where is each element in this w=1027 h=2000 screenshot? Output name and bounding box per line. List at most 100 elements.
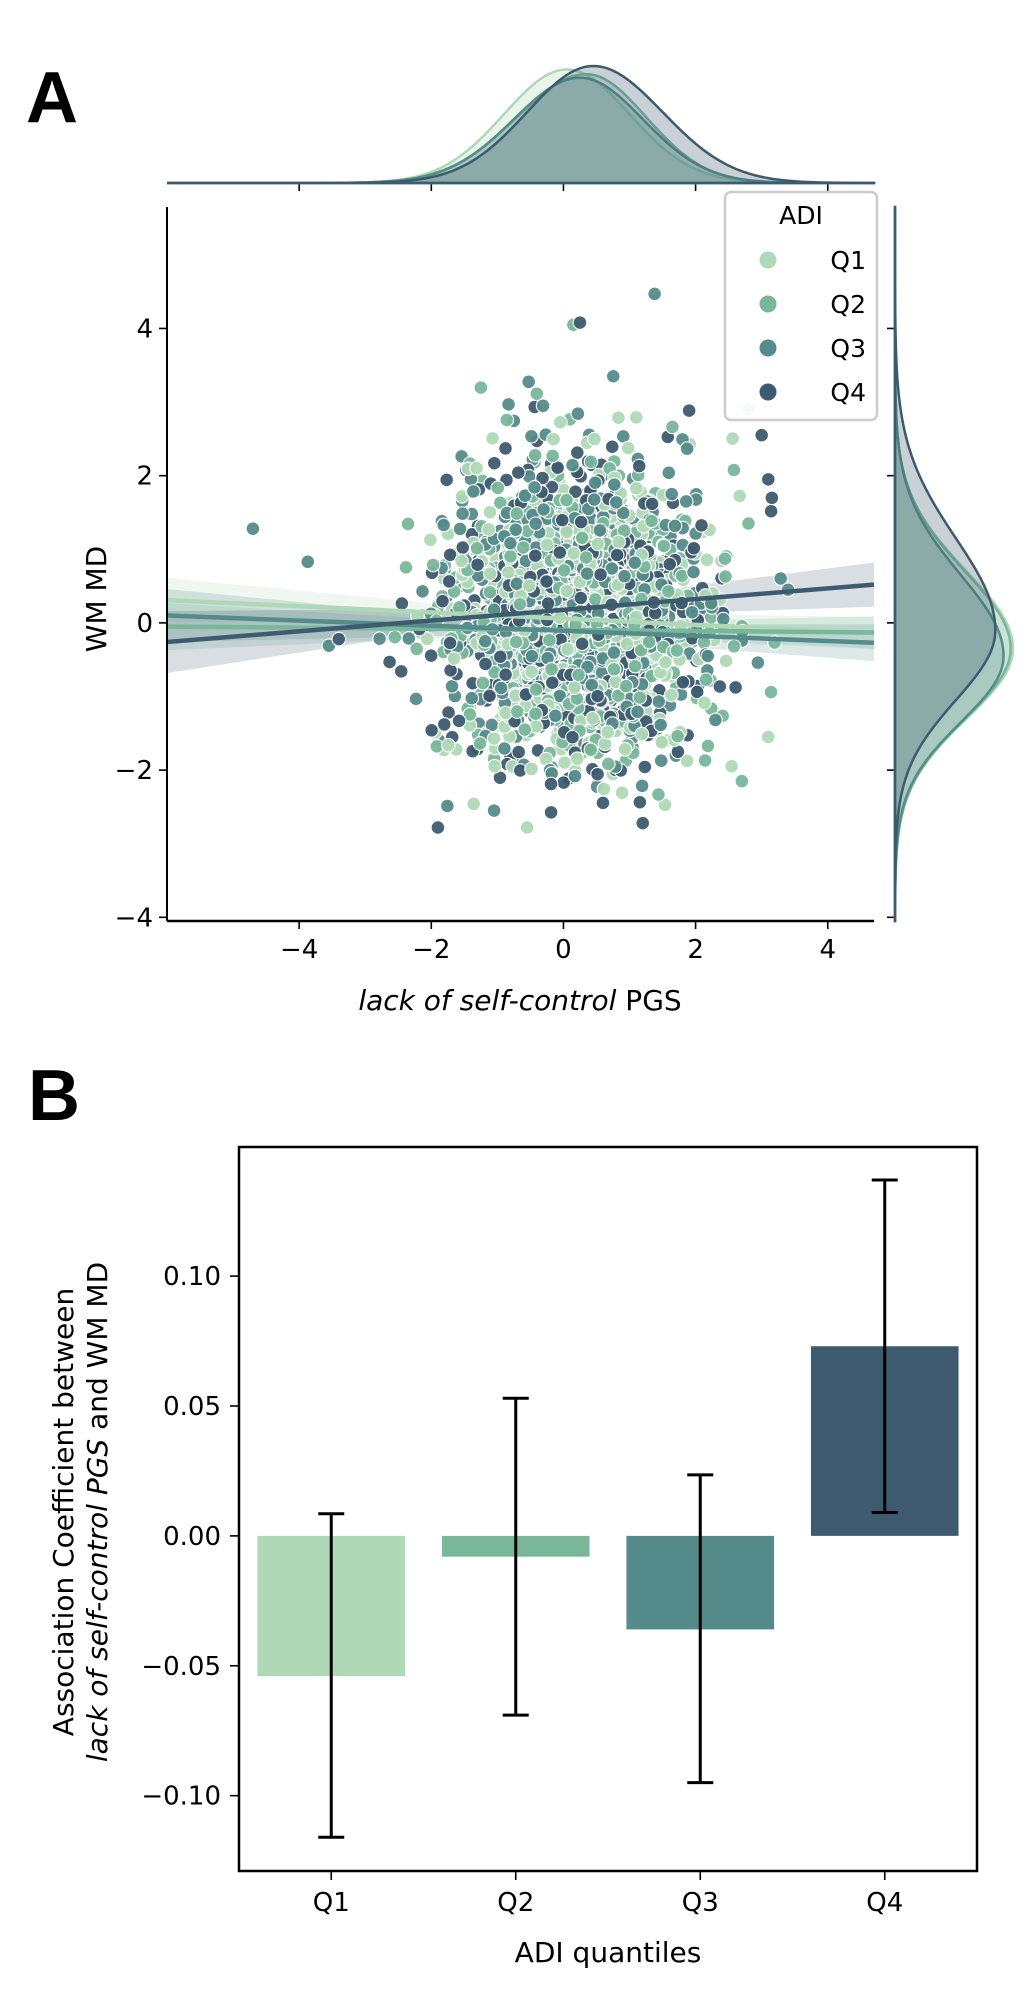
regression-line-q3 [167,613,874,646]
bar-x-axis-label: ADI quantiles [515,1936,702,1969]
scatter-point [539,574,554,589]
bar-x-tick-label: Q2 [497,1888,534,1918]
scatter-point [637,759,653,775]
scatter-point [608,494,624,510]
scatter-point [503,548,518,564]
scatter-point [543,776,559,792]
scatter-point [485,431,500,446]
scatter-point [510,465,526,480]
scatter-point [482,504,498,520]
scatter-point [387,629,403,645]
top-marginal-kde [167,64,876,191]
scatter-point [422,532,438,548]
scatter-point [501,565,516,580]
scatter-point [444,678,460,694]
scatter-point [539,537,555,553]
scatter-point [425,557,441,573]
scatter-point [540,596,556,611]
scatter-point [654,734,670,750]
panel-a-label: A [26,58,78,138]
scatter-point [653,717,669,733]
scatter-point [441,574,457,589]
legend-label-q2: Q2 [830,290,866,319]
scatter-point [423,648,439,663]
y-tick-label: 4 [136,314,153,344]
bar-y-axis-label-rest: and WM MD [81,1262,114,1439]
scatter-point [644,496,660,512]
scatter-point [527,480,542,495]
scatter-point [439,472,455,488]
panel-b-label: B [28,1056,80,1136]
scatter-point [611,688,626,704]
scatter-point [544,661,559,677]
scatter-point [606,477,622,492]
scatter-point [587,431,602,447]
scatter-point [497,741,512,756]
right-marginal-kde [887,205,1015,923]
y-tick-label: 0 [136,609,153,639]
scatter-point [535,398,551,414]
scatter-point [565,457,580,473]
scatter-point [651,787,666,802]
scatter-point [472,736,488,751]
scatter-point [617,568,632,584]
scatter-point [627,658,643,674]
scatter-point [763,503,779,519]
scatter-point [490,480,506,496]
x-axis-label-rest: PGS [616,984,681,1017]
scatter-point [408,691,424,707]
scatter-point [684,604,700,620]
scatter-plot-area [167,286,874,835]
scatter-point [435,593,450,609]
scatter-point [524,428,539,444]
scatter-point-outlier [741,516,756,531]
scatter-point [419,631,435,647]
legend-marker-q2 [759,295,777,313]
scatter-point [469,540,485,556]
scatter-point [493,680,509,696]
scatter-point [409,641,425,657]
scatter-point [498,667,513,683]
x-axis-label-italic: lack of self-control [358,984,616,1017]
scatter-point [567,768,583,784]
scatter-point [486,731,502,746]
scatter-point [544,675,560,691]
scatter-point [628,410,644,425]
scatter-point [464,690,480,706]
scatter-point [689,684,705,700]
scatter-point [559,583,575,599]
scatter-point [473,380,489,395]
scatter-point [529,386,545,402]
scatter-point [442,547,458,563]
scatter-point [546,431,561,447]
scatter-point [424,722,439,738]
scatter-point [583,742,599,758]
scatter-point [604,439,620,455]
scatter-point [440,798,455,814]
scatter-point [630,704,645,720]
scatter-axes [166,207,874,923]
scatter-point [524,664,539,680]
scatter-point-outlier [647,286,662,302]
scatter-point [478,656,493,672]
scatter-point [632,794,648,810]
scatter-point [667,518,683,534]
scatter-point [611,410,626,426]
scatter-point [669,643,685,658]
bar-y-tick-label: −0.10 [141,1782,221,1812]
scatter-point [596,781,612,797]
scatter-point [535,470,550,486]
scatter-point [509,704,525,719]
scatter-point [686,540,702,556]
scatter-point-outlier [486,803,502,818]
scatter-point [440,737,456,753]
bar-plot-frame [237,1145,979,1873]
scatter-point [565,729,580,745]
scatter-point [586,492,602,507]
scatter-point-outlier [300,554,316,570]
scatter-point [604,561,620,576]
x-tick-label: 2 [687,935,704,965]
scatter-point [543,804,559,820]
scatter-point [393,663,409,679]
scatter-point [511,744,527,760]
